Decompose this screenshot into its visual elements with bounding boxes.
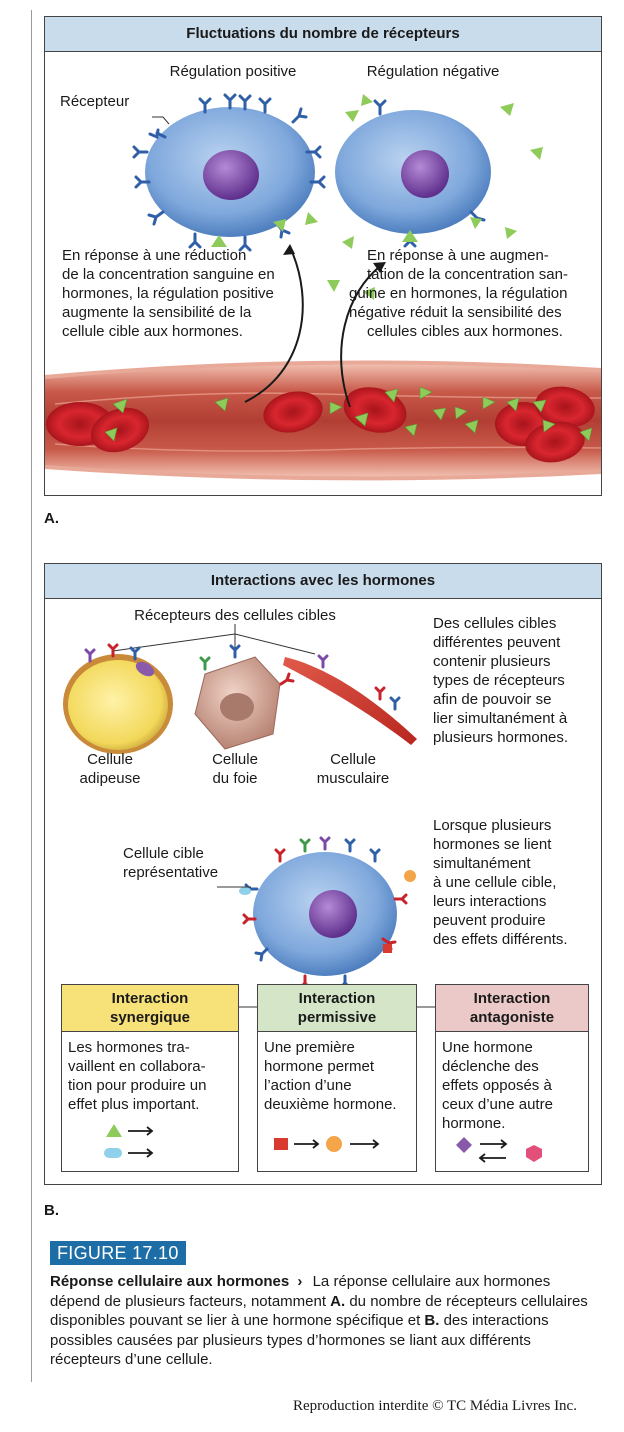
fat-cell-label: Cellule adipeuse <box>79 751 141 787</box>
copyright-notice: Reproduction interdite © TC Média Livres… <box>293 1398 577 1414</box>
regulation-arrows <box>244 246 384 408</box>
fat-cell <box>63 643 173 754</box>
panel-a-title: Fluctuations du nombre de récepteurs <box>45 17 601 52</box>
caption-text-1: La réponse cellulaire aux hormones dépen… <box>50 1273 551 1310</box>
panel-b-letter: B. <box>44 1202 59 1219</box>
caption-bold-b: B. <box>424 1312 440 1329</box>
hormone-interactions-illustration <box>63 624 515 1019</box>
permissive-title: Interaction permissive <box>258 985 416 1032</box>
downregulated-cell <box>335 99 491 248</box>
multi-receptor-text: Des cellules cibles différentes peuvent … <box>433 615 569 746</box>
synergistic-icons <box>104 1124 154 1158</box>
figure-badge: FIGURE 17.10 <box>50 1241 186 1265</box>
permissive-text: Une première hormone permet l’action d’u… <box>264 1039 397 1113</box>
upregulation-text: En réponse à une réduction de la concent… <box>62 247 275 340</box>
caption-text-2: du nombre de récepteurs cellulaires disp… <box>50 1292 588 1330</box>
panel-b: Interactions avec les hormones <box>44 563 602 1185</box>
liver-cell-label: Cellule du foie <box>212 751 258 787</box>
caption-bold-a: A. <box>330 1292 346 1310</box>
panel-b-title: Interactions avec les hormones <box>45 564 601 599</box>
figure-caption: Réponse cellulaire aux hormones › La rép… <box>50 1272 590 1370</box>
receptor-leaders <box>112 624 316 655</box>
binding-text: Lorsque plusieurs hormones se lient simu… <box>433 817 568 948</box>
liver-cell <box>194 644 295 750</box>
upregulation-label: Régulation positive <box>169 63 297 80</box>
permissive-box: Interaction permissive Une première horm… <box>257 984 417 1172</box>
panel-a: Fluctuations du nombre de récepteurs <box>44 16 602 496</box>
muscle-cell <box>283 654 417 745</box>
red-blood-cells <box>46 386 595 463</box>
panel-a-letter: A. <box>44 510 59 527</box>
muscle-cell-label: Cellule musculaire <box>316 751 390 787</box>
antagonistic-text: Une hormone déclenche des effets opposés… <box>442 1039 553 1132</box>
receptor-regulation-illustration <box>45 93 601 481</box>
receptor-label: Récepteur <box>60 93 130 110</box>
synergistic-text: Les hormones tra- vaillent en collabora-… <box>68 1039 207 1113</box>
synergistic-title: Interaction synergique <box>62 985 238 1032</box>
antagonistic-box: Interaction antagoniste Une hormone décl… <box>435 984 589 1172</box>
receptors-label: Récepteurs des cellules cibles <box>134 607 336 624</box>
antagonistic-icons <box>456 1137 542 1163</box>
representative-cell-label: Cellule cible représentative <box>123 845 219 881</box>
synergistic-box: Interaction synergique Les hormones tra-… <box>61 984 239 1172</box>
antagonistic-title: Interaction antagoniste <box>436 985 588 1032</box>
caption-text-3: des interactions possibles causées par p… <box>50 1312 549 1368</box>
permissive-icons <box>274 1136 380 1152</box>
blood-vessel <box>45 360 601 481</box>
downregulation-text: En réponse à une augmen- tation de la co… <box>349 247 568 340</box>
representative-cell <box>239 836 416 994</box>
left-rule <box>31 10 32 1382</box>
arrowhead-down <box>373 262 386 273</box>
arrowhead-up <box>283 244 295 255</box>
receptor-leader <box>152 116 170 125</box>
downregulation-label: Régulation négative <box>366 63 500 80</box>
figure-title: Réponse cellulaire aux hormones <box>50 1273 290 1290</box>
chevron-icon: › <box>297 1273 303 1290</box>
hormones-in-blood <box>104 386 593 442</box>
free-hormones <box>327 94 543 300</box>
upregulated-cell <box>132 93 326 252</box>
